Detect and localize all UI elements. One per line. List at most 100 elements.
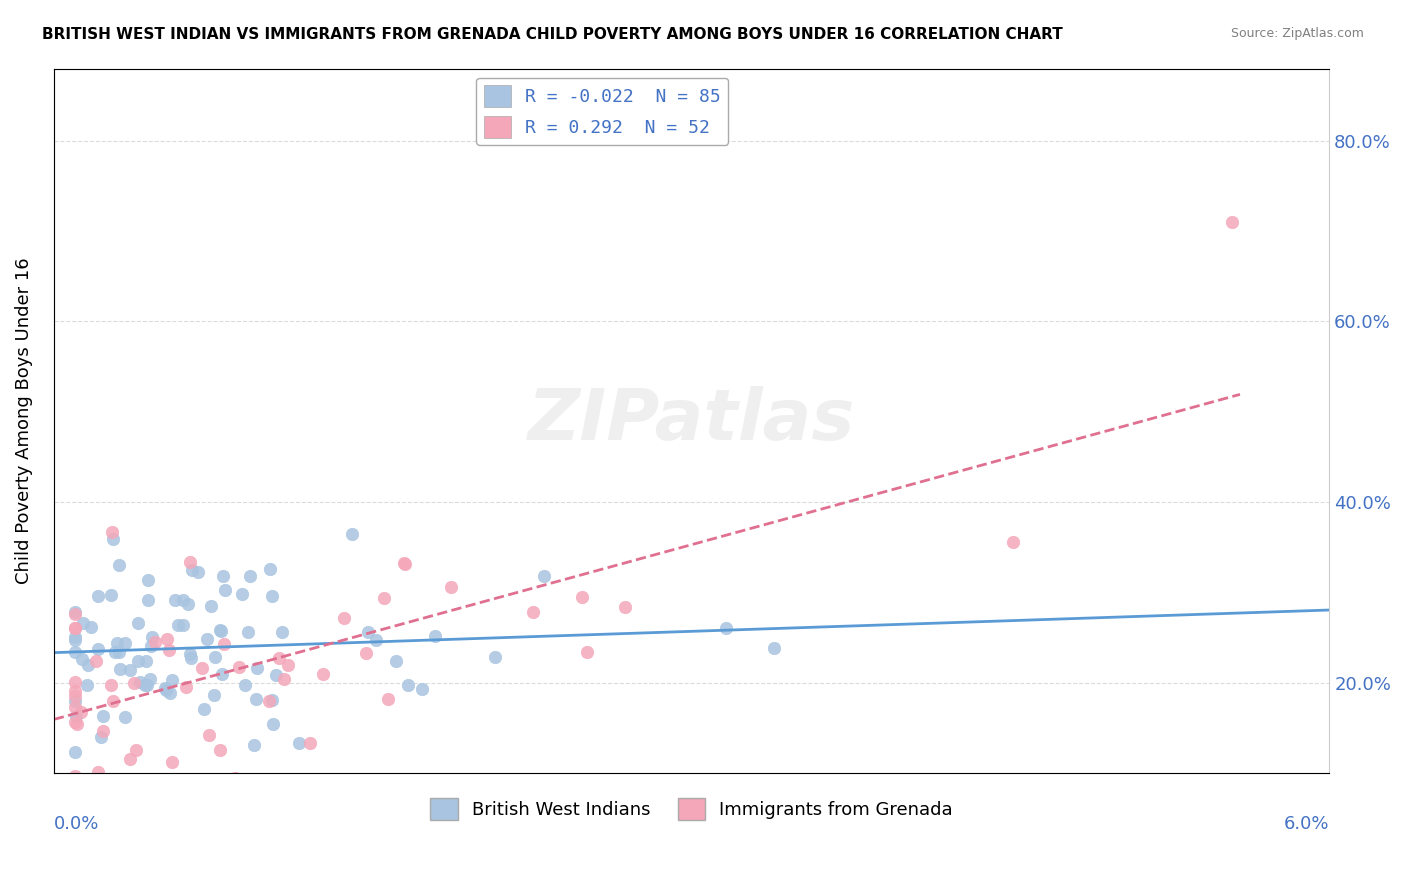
- Point: [63, 689, 86, 703]
- Point: [377, 692, 399, 706]
- Point: [273, 672, 295, 686]
- Point: [101, 693, 124, 707]
- Point: [181, 563, 204, 577]
- Point: [63, 675, 86, 690]
- Point: [187, 565, 209, 579]
- Point: [423, 628, 446, 642]
- Point: [107, 645, 129, 659]
- Point: [209, 624, 232, 638]
- Point: [288, 736, 311, 750]
- Point: [120, 752, 142, 766]
- Point: [63, 621, 86, 635]
- Point: [91, 708, 114, 723]
- Point: [172, 617, 194, 632]
- Point: [312, 666, 335, 681]
- Text: 6.0%: 6.0%: [1284, 815, 1329, 833]
- Point: [262, 717, 284, 731]
- Point: [267, 650, 290, 665]
- Point: [204, 649, 226, 664]
- Point: [614, 600, 637, 615]
- Point: [214, 583, 236, 598]
- Point: [63, 714, 86, 729]
- Point: [763, 641, 786, 656]
- Point: [394, 557, 416, 571]
- Point: [245, 691, 267, 706]
- Text: Source: ZipAtlas.com: Source: ZipAtlas.com: [1230, 27, 1364, 40]
- Point: [202, 688, 225, 702]
- Point: [72, 615, 94, 630]
- Point: [1220, 215, 1243, 229]
- Point: [77, 657, 100, 672]
- Point: [87, 764, 110, 779]
- Point: [141, 630, 163, 644]
- Point: [63, 621, 86, 635]
- Y-axis label: Child Poverty Among Boys Under 16: Child Poverty Among Boys Under 16: [15, 258, 32, 584]
- Point: [243, 739, 266, 753]
- Point: [160, 755, 183, 769]
- Point: [440, 581, 463, 595]
- Point: [108, 662, 131, 676]
- Text: 0.0%: 0.0%: [53, 815, 100, 833]
- Point: [260, 692, 283, 706]
- Point: [214, 637, 236, 651]
- Point: [86, 654, 108, 668]
- Point: [139, 639, 162, 653]
- Point: [373, 591, 395, 605]
- Point: [63, 769, 86, 783]
- Point: [533, 569, 555, 583]
- Point: [134, 678, 156, 692]
- Point: [270, 625, 292, 640]
- Point: [157, 642, 180, 657]
- Point: [714, 621, 737, 635]
- Point: [257, 694, 280, 708]
- Point: [340, 527, 363, 541]
- Point: [108, 558, 131, 572]
- Point: [100, 678, 122, 692]
- Point: [70, 652, 93, 666]
- Point: [571, 590, 593, 604]
- Point: [138, 672, 160, 686]
- Point: [575, 645, 598, 659]
- Point: [120, 663, 142, 677]
- Point: [125, 742, 148, 756]
- Point: [224, 771, 246, 785]
- Point: [212, 568, 235, 582]
- Point: [209, 742, 232, 756]
- Point: [63, 700, 86, 714]
- Point: [129, 675, 152, 690]
- Point: [159, 686, 181, 700]
- Point: [193, 702, 215, 716]
- Point: [114, 709, 136, 723]
- Point: [63, 605, 86, 619]
- Point: [136, 678, 159, 692]
- Point: [104, 645, 127, 659]
- Point: [357, 624, 380, 639]
- Point: [385, 654, 408, 668]
- Point: [1002, 535, 1025, 549]
- Point: [143, 634, 166, 648]
- Point: [211, 666, 233, 681]
- Point: [484, 650, 506, 665]
- Point: [70, 705, 93, 719]
- Point: [172, 592, 194, 607]
- Point: [238, 624, 260, 639]
- Point: [179, 647, 201, 661]
- Point: [198, 727, 221, 741]
- Point: [63, 630, 86, 644]
- Point: [136, 592, 159, 607]
- Point: [165, 592, 187, 607]
- Point: [107, 636, 129, 650]
- Point: [233, 678, 256, 692]
- Point: [90, 730, 112, 744]
- Point: [167, 618, 190, 632]
- Point: [155, 632, 177, 647]
- Point: [65, 708, 87, 723]
- Point: [394, 556, 416, 570]
- Point: [195, 632, 218, 646]
- Point: [174, 680, 197, 694]
- Point: [63, 645, 86, 659]
- Legend: British West Indians, Immigrants from Grenada: British West Indians, Immigrants from Gr…: [423, 791, 960, 828]
- Point: [298, 736, 321, 750]
- Point: [155, 681, 177, 695]
- Point: [63, 633, 86, 648]
